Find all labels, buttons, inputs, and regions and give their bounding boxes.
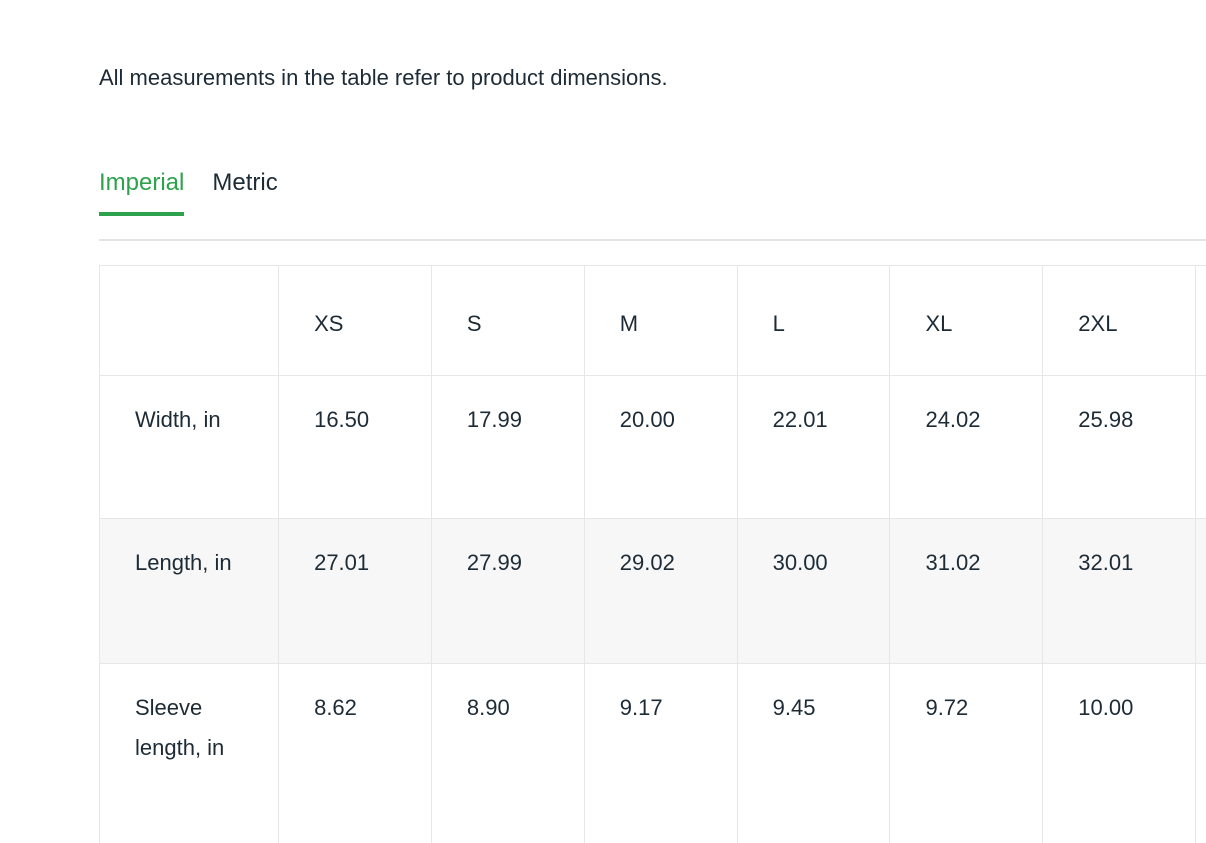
cell-length-m: 29.02 <box>583 518 738 664</box>
column-header-xs: XS <box>278 265 432 376</box>
cell-length-3xl: 32.99 <box>1195 518 1206 664</box>
cell-width-l: 22.01 <box>736 375 891 519</box>
cell-sleeve-2xl: 10.00 <box>1042 663 1197 843</box>
column-header-xl: XL <box>889 265 1044 376</box>
column-header-3xl: 3XL <box>1195 265 1206 376</box>
table-row: Sleeve length, in 8.62 8.90 9.17 9.45 9.… <box>99 663 1206 843</box>
tab-imperial-label: Imperial <box>99 169 185 196</box>
size-table-corner-cell <box>99 265 280 376</box>
tab-active-underline <box>99 212 185 216</box>
cell-length-l: 30.00 <box>736 518 891 664</box>
cell-length-s: 27.99 <box>430 518 585 664</box>
size-table-head: XS S M L XL 2XL 3XL <box>99 265 1206 376</box>
tab-metric-label: Metric <box>212 169 278 196</box>
cell-sleeve-3xl: 10.39 <box>1195 663 1206 843</box>
tab-imperial[interactable]: Imperial <box>99 168 185 216</box>
cell-length-2xl: 32.01 <box>1042 518 1197 664</box>
table-row: Width, in 16.50 17.99 20.00 22.01 24.02 … <box>99 375 1206 519</box>
cell-width-s: 17.99 <box>430 375 585 519</box>
size-table-scroll-area[interactable]: XS S M L XL 2XL 3XL Width, in 16.50 17.9… <box>99 265 1206 843</box>
cell-sleeve-xs: 8.62 <box>278 663 432 843</box>
cell-width-xl: 24.02 <box>889 375 1044 519</box>
unit-tabs-strip: Imperial Metric <box>99 168 1206 216</box>
column-header-2xl: 2XL <box>1042 265 1197 376</box>
cell-width-xs: 16.50 <box>278 375 432 519</box>
cell-width-2xl: 25.98 <box>1042 375 1197 519</box>
cell-length-xs: 27.01 <box>278 518 432 664</box>
tabs-baseline <box>99 239 1206 241</box>
column-header-l: L <box>736 265 891 376</box>
tab-metric[interactable]: Metric <box>212 168 277 216</box>
row-label-length: Length, in <box>99 518 280 664</box>
cell-width-3xl: 27.99 <box>1195 375 1206 519</box>
cell-sleeve-l: 9.45 <box>736 663 891 843</box>
column-header-s: S <box>430 265 585 376</box>
size-table-header-row: XS S M L XL 2XL 3XL <box>99 265 1206 376</box>
cell-width-m: 20.00 <box>583 375 738 519</box>
cell-sleeve-xl: 9.72 <box>889 663 1044 843</box>
column-header-m: M <box>583 265 738 376</box>
cell-sleeve-s: 8.90 <box>430 663 585 843</box>
cell-sleeve-m: 9.17 <box>583 663 738 843</box>
row-label-width: Width, in <box>99 375 280 519</box>
size-table-body: Width, in 16.50 17.99 20.00 22.01 24.02 … <box>99 375 1206 843</box>
intro-note: All measurements in the table refer to p… <box>99 65 668 90</box>
unit-tabs: Imperial Metric <box>99 168 1206 241</box>
row-label-sleeve-length: Sleeve length, in <box>99 663 280 843</box>
table-row: Length, in 27.01 27.99 29.02 30.00 31.02… <box>99 518 1206 664</box>
cell-length-xl: 31.02 <box>889 518 1044 664</box>
size-table: XS S M L XL 2XL 3XL Width, in 16.50 17.9… <box>99 265 1206 843</box>
